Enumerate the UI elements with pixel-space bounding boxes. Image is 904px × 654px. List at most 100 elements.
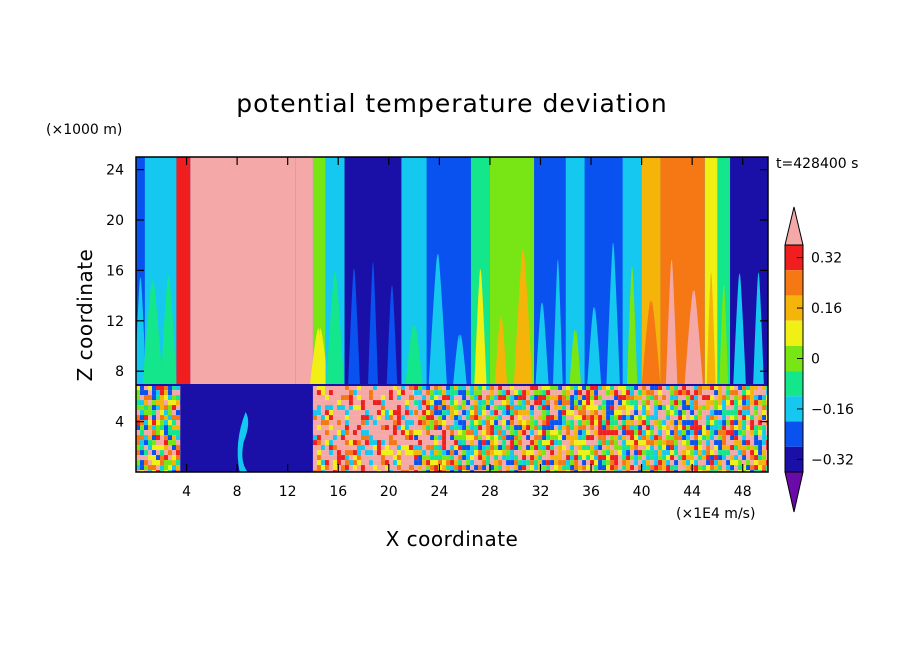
turbulence-cell (446, 425, 451, 431)
turbulence-cell (408, 415, 413, 421)
turbulence-cell (364, 415, 369, 421)
turbulence-cell (368, 385, 373, 391)
turbulence-cell (392, 470, 397, 472)
turbulence-cell (670, 440, 675, 446)
turbulence-cell (582, 460, 587, 466)
turbulence-cell (412, 395, 415, 401)
turbulence-cell (666, 435, 671, 441)
turbulence-cell (754, 415, 759, 421)
turbulence-cell (594, 395, 599, 401)
turbulence-cell (642, 455, 647, 461)
turbulence-cell (388, 385, 393, 391)
turbulence-cell (498, 385, 503, 391)
turbulence-cell (356, 385, 361, 391)
turbulence-cell (412, 410, 415, 416)
turbulence-cell (490, 470, 495, 472)
turbulence-cell (538, 450, 543, 456)
turbulence-cell (678, 435, 683, 441)
turbulence-cell (368, 405, 373, 411)
turbulence-cell (430, 470, 435, 472)
turbulence-cell (156, 465, 160, 471)
turbulence-cell (518, 435, 523, 441)
turbulence-cell (714, 455, 719, 461)
turbulence-cell (422, 420, 427, 426)
turbulence-cell (434, 470, 439, 472)
turbulence-cell (702, 425, 707, 431)
turbulence-cell (404, 440, 409, 446)
turbulence-cell (348, 425, 353, 431)
turbulence-cell (400, 450, 405, 456)
turbulence-cell (534, 390, 539, 396)
turbulence-cell (578, 390, 583, 396)
turbulence-cell (164, 385, 168, 391)
turbulence-cell (558, 390, 563, 396)
turbulence-cell (352, 385, 357, 391)
turbulence-cell (634, 395, 639, 401)
turbulence-cell (384, 465, 389, 471)
turbulence-cell (722, 425, 727, 431)
turbulence-cell (356, 400, 361, 406)
turbulence-cell (470, 425, 475, 431)
turbulence-cell (320, 395, 325, 401)
turbulence-cell (702, 435, 707, 441)
turbulence-cell (718, 415, 723, 421)
x-tick-label: 16 (329, 484, 347, 500)
turbulence-cell (364, 410, 369, 416)
turbulence-cell (434, 465, 439, 471)
turbulence-cell (388, 440, 393, 446)
turbulence-cell (714, 405, 719, 411)
turbulence-cell (494, 405, 499, 411)
y-tick-label: 4 (115, 415, 124, 431)
turbulence-cell (392, 385, 397, 391)
turbulence-cell (610, 410, 615, 416)
turbulence-cell (352, 415, 357, 421)
turbulence-cell (396, 440, 401, 446)
turbulence-cell (510, 405, 515, 411)
turbulence-cell (414, 435, 419, 441)
turbulence-cell (136, 470, 140, 472)
turbulence-cell (168, 450, 172, 456)
turbulence-cell (582, 390, 587, 396)
turbulence-cell (360, 425, 365, 431)
turbulence-cell (408, 450, 413, 456)
turbulence-cell (566, 425, 571, 431)
turbulence-cell (634, 415, 639, 421)
turbulence-cell (404, 445, 409, 451)
turbulence-cell (478, 430, 483, 436)
turbulence-cell (372, 465, 377, 471)
turbulence-cell (762, 440, 767, 446)
turbulence-cell (678, 415, 683, 421)
plume-contour (587, 307, 602, 386)
turbulence-cell (458, 450, 463, 456)
turbulence-cell (594, 385, 599, 391)
turbulence-cell (622, 390, 627, 396)
turbulence-cell (746, 395, 751, 401)
turbulence-cell (526, 395, 531, 401)
turbulence-cell (414, 430, 419, 436)
turbulence-cell (538, 455, 543, 461)
turbulence-cell (694, 420, 699, 426)
turbulence-cell (758, 465, 763, 471)
turbulence-cell (388, 395, 393, 401)
turbulence-cell (670, 405, 675, 411)
turbulence-cell (586, 460, 591, 466)
turbulence-cell (706, 455, 711, 461)
turbulence-cell (706, 420, 711, 426)
turbulence-cell (758, 385, 763, 391)
turbulence-cell (450, 445, 455, 451)
turbulence-cell (714, 450, 719, 456)
turbulence-cell (582, 405, 587, 411)
turbulence-cell (454, 450, 459, 456)
turbulence-cell (690, 400, 695, 406)
turbulence-cell (710, 420, 715, 426)
turbulence-cell (538, 410, 543, 416)
turbulence-cell (482, 430, 487, 436)
turbulence-cell (498, 410, 503, 416)
plot-area (136, 157, 768, 472)
turbulence-cell (372, 435, 377, 441)
turbulence-cell (762, 470, 767, 472)
turbulence-cell (750, 455, 755, 461)
turbulence-cell (746, 400, 751, 406)
turbulence-cell (356, 390, 361, 396)
turbulence-cell (562, 410, 567, 416)
